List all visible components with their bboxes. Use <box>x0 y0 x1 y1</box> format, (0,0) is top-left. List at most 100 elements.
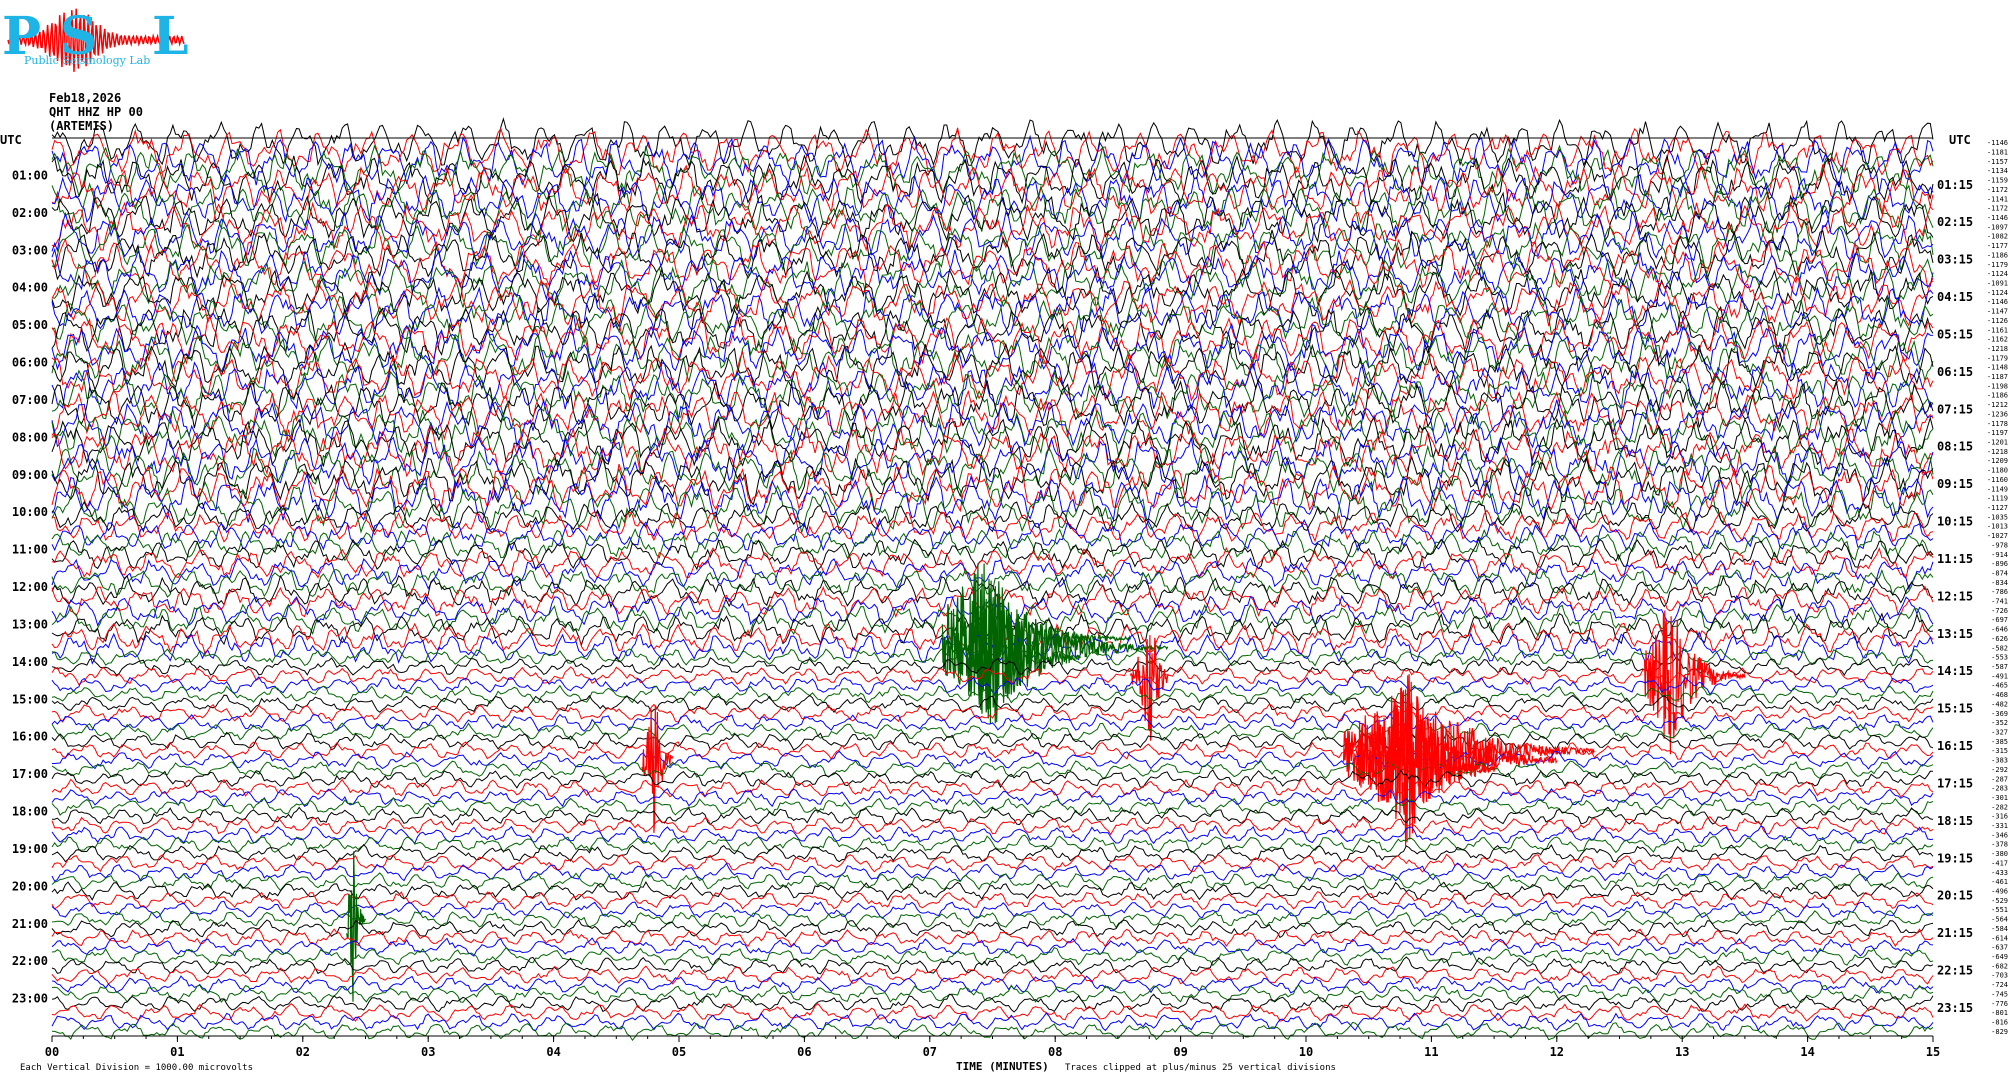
trace-offset-label: -1201 <box>1987 439 2008 447</box>
trace-offset-label: -383 <box>1991 757 2008 765</box>
right-hour-label: 01:15 <box>1937 178 1973 192</box>
trace-10 <box>51 201 1934 254</box>
trace-offset-label: -978 <box>1991 541 2008 549</box>
trace-offset-label: -433 <box>1991 869 2008 877</box>
trace-57 <box>51 656 1934 676</box>
trace-83 <box>51 899 1934 919</box>
x-tick-label: 05 <box>672 1045 686 1059</box>
trace-33 <box>51 416 1934 468</box>
trace-offset-label: -801 <box>1991 1009 2008 1017</box>
trace-offset-label: -724 <box>1991 981 2008 989</box>
x-tick-label: 03 <box>421 1045 435 1059</box>
right-hour-label: 06:15 <box>1937 365 1973 379</box>
trace-79 <box>51 862 1934 883</box>
trace-6 <box>51 164 1934 215</box>
x-tick-label: 07 <box>923 1045 937 1059</box>
trace-offset-label: -786 <box>1991 588 2008 596</box>
left-hour-label: 12:00 <box>12 580 48 594</box>
left-hour-label: 08:00 <box>12 430 48 444</box>
trace-offset-label: -1124 <box>1987 270 2008 278</box>
trace-layer <box>51 117 1934 1042</box>
trace-63 <box>51 713 1934 733</box>
trace-offset-label: -637 <box>1991 944 2008 952</box>
trace-94 <box>51 1002 1934 1022</box>
logo-letter-s: S <box>60 6 98 67</box>
left-hour-label: 15:00 <box>12 692 48 706</box>
trace-offset-label: -287 <box>1991 775 2008 783</box>
trace-offset-label: -1172 <box>1987 205 2008 213</box>
trace-17 <box>51 266 1934 318</box>
trace-2 <box>51 127 1934 178</box>
trace-96 <box>51 1021 1934 1042</box>
trace-offset-label: -1097 <box>1987 223 2008 231</box>
station-channel: QHT HHZ HP 00 <box>49 105 143 119</box>
right-hour-label: 13:15 <box>1937 627 1973 641</box>
trace-61 <box>51 694 1934 714</box>
right-hour-label: 14:15 <box>1937 664 1973 678</box>
trace-15 <box>51 247 1934 301</box>
trace-offset-label: -626 <box>1991 635 2008 643</box>
right-hour-label: 17:15 <box>1937 776 1973 790</box>
trace-offset-label: -1146 <box>1987 298 2008 306</box>
trace-offset-label: -331 <box>1991 822 2008 830</box>
trace-40 <box>51 481 1934 534</box>
trace-86 <box>51 928 1934 948</box>
trace-offset-label: -829 <box>1991 1028 2008 1036</box>
left-hour-label: 11:00 <box>12 543 48 557</box>
trace-48 <box>51 568 1934 599</box>
x-tick-label: 08 <box>1048 1045 1062 1059</box>
trace-82 <box>51 891 1934 910</box>
trace-offset-label: -301 <box>1991 794 2008 802</box>
event-burst <box>1368 702 1495 847</box>
trace-39 <box>51 473 1934 524</box>
trace-12 <box>51 219 1934 272</box>
trace-offset-label: -1146 <box>1987 214 2008 222</box>
trace-49 <box>51 574 1934 609</box>
trace-5 <box>51 154 1934 207</box>
x-tick-label: 14 <box>1800 1045 1814 1059</box>
event-burst <box>1343 687 1558 843</box>
trace-offset-label: -1126 <box>1987 317 2008 325</box>
trace-offset-label: -646 <box>1991 626 2008 634</box>
x-tick-label: 00 <box>45 1045 59 1059</box>
left-hour-label: 16:00 <box>12 730 48 744</box>
left-hour-label: 05:00 <box>12 318 48 332</box>
trace-38 <box>51 463 1934 514</box>
trace-offset-label: -1178 <box>1987 420 2008 428</box>
left-hour-label: 04:00 <box>12 281 48 295</box>
event-burst <box>954 580 1081 724</box>
trace-offset-label: -1147 <box>1987 308 2008 316</box>
trace-offset-label: -741 <box>1991 598 2008 606</box>
left-hour-label: 07:00 <box>12 393 48 407</box>
x-axis-title: TIME (MINUTES) <box>956 1060 1049 1073</box>
left-hour-label: 01:00 <box>12 168 48 182</box>
trace-29 <box>51 379 1934 431</box>
trace-offset-label: -283 <box>1991 785 2008 793</box>
trace-72 <box>51 796 1934 817</box>
trace-offset-label: -1082 <box>1987 233 2008 241</box>
right-hour-label: 05:15 <box>1937 327 1973 341</box>
trace-91 <box>51 974 1934 994</box>
trace-offset-label: -1119 <box>1987 495 2008 503</box>
axis-labels: 00 01 02 03 04 05 06 07 08 09 10 11 12 13 14 15 UTC UTC 01… <box>0 133 2008 1059</box>
right-axis-title: UTC <box>1949 133 1971 147</box>
event-burst <box>641 705 674 833</box>
trace-19 <box>51 286 1934 337</box>
trace-13 <box>51 229 1934 282</box>
trace-offset-label: -465 <box>1991 682 2008 690</box>
trace-69 <box>51 769 1934 789</box>
right-hour-label: 11:15 <box>1937 552 1973 566</box>
left-hour-label: 18:00 <box>12 805 48 819</box>
trace-14 <box>51 237 1934 289</box>
trace-offset-label: -1124 <box>1987 289 2008 297</box>
left-hour-label: 02:00 <box>12 206 48 220</box>
trace-78 <box>51 853 1934 873</box>
x-tick-label: 13 <box>1675 1045 1689 1059</box>
trace-offset-label: -697 <box>1991 616 2008 624</box>
right-hour-label: 20:15 <box>1937 889 1973 903</box>
trace-offset-label: -529 <box>1991 897 2008 905</box>
trace-30 <box>51 389 1934 441</box>
trace-offset-label: -896 <box>1991 560 2008 568</box>
trace-offset-label: -776 <box>1991 1000 2008 1008</box>
trace-offset-label: -468 <box>1991 691 2008 699</box>
